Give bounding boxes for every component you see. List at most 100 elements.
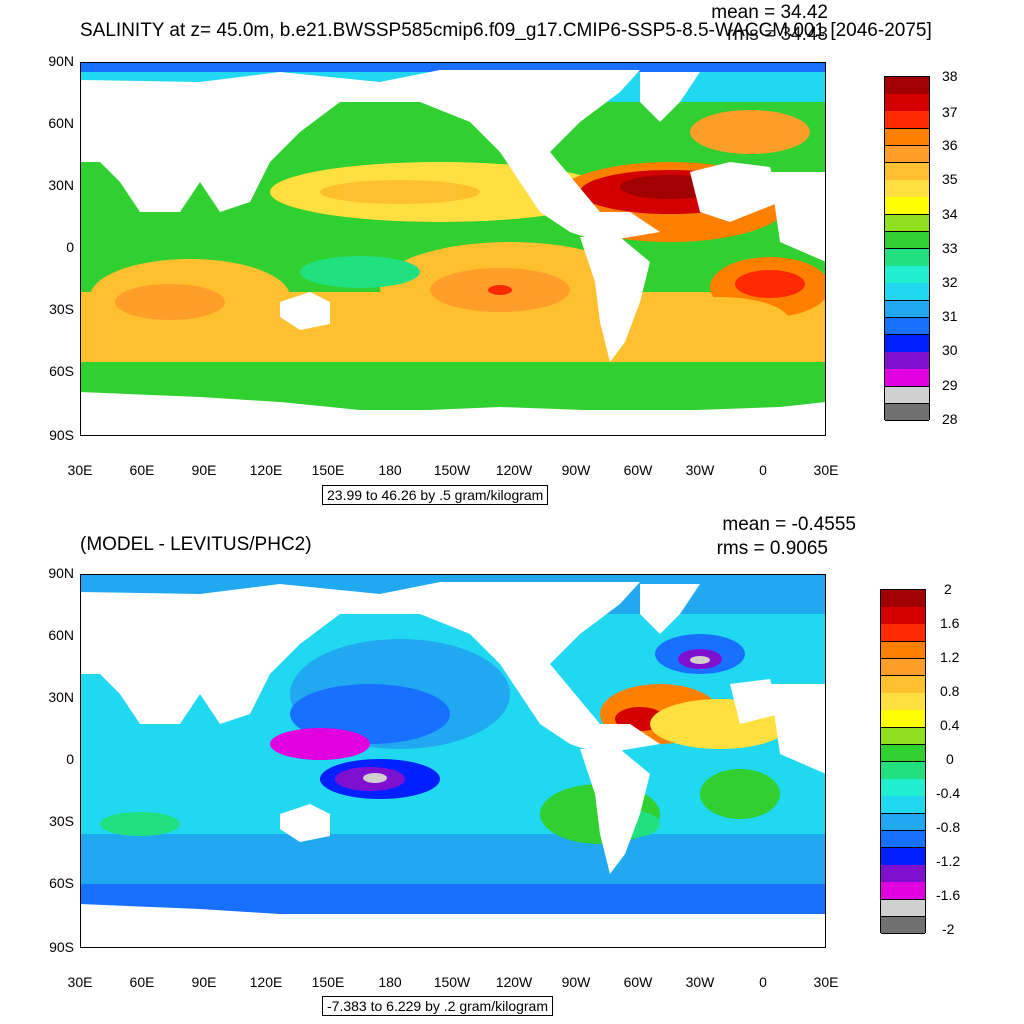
panel2-lon-label: 120W [495,974,533,990]
colorbar-swatch [885,249,929,267]
colorbar-swatch [881,744,925,763]
panel1-colorbar-label: 29 [942,377,958,393]
panel2-mean: mean = -0.4555 [722,514,856,535]
colorbar-swatch [881,882,925,901]
panel1-colorbar-label: 38 [942,68,958,84]
panel2-colorbar [880,589,926,935]
panel1-lon-label: 60E [129,462,155,478]
colorbar-swatch [885,369,929,388]
colorbar-swatch [885,145,929,164]
panel2-colorbar-label: 1.2 [940,649,960,665]
colorbar-swatch [885,128,929,147]
colorbar-swatch [885,94,929,112]
panel2-colorbar-label: -2 [942,921,955,937]
panel1-colorbar-label: 32 [942,274,958,290]
colorbar-swatch [881,641,925,660]
panel2-lat-label: 90S [49,939,74,955]
panel1-lon-label: 0 [759,462,767,478]
panel1-lon-label: 90W [561,462,591,478]
panel1-lon-label: 180 [378,462,402,478]
panel1-lat-label: 0 [66,239,74,255]
panel2-lat-label: 30N [48,689,74,705]
colorbar-swatch [885,283,929,302]
panel1-lat-label: 90S [49,427,74,443]
panel1-title: SALINITY at z= 45.0m, b.e21.BWSSP585cmip… [80,20,932,41]
panel2-colorbar-label: 0.4 [940,717,960,733]
panel1-lat-label: 30S [49,301,74,317]
panel1-mean: mean = 34.42 [711,2,828,23]
colorbar-swatch [885,214,929,233]
colorbar-swatch [881,693,925,711]
panel1-range-note: 23.99 to 46.26 by .5 gram/kilogram [322,485,549,505]
colorbar-swatch [881,607,925,625]
colorbar-swatch [881,899,925,918]
colorbar-swatch [885,197,929,216]
panel2-colorbar-label: 0 [946,751,954,767]
panel1-lon-label: 30W [685,462,715,478]
colorbar-swatch [881,865,925,883]
panel2-lon-label: 90W [561,974,591,990]
panel2-range-note: -7.383 to 6.229 by .2 gram/kilogram [322,996,554,1016]
panel2-lat-label: 90N [48,565,74,581]
panel1-lat-label: 90N [48,53,74,69]
panel2-lat-label: 0 [66,751,74,767]
panel1-colorbar-label: 36 [942,137,958,153]
colorbar-swatch [881,727,925,746]
colorbar-swatch [881,762,925,780]
panel2-colorbar-label: -0.4 [936,785,961,801]
panel2-lon-label: 30E [67,974,93,990]
panel2-colorbar-label: -1.2 [936,853,961,869]
panel2-colorbar-label: -1.6 [936,887,961,903]
panel2-title: (MODEL - LEVITUS/PHC2) [80,534,312,555]
panel1-lon-label: 150W [433,462,471,478]
colorbar-swatch [881,710,925,729]
panel2-lon-label: 150E [311,974,345,990]
colorbar-swatch [881,848,925,866]
colorbar-swatch [885,335,929,353]
panel1-lon-label: 90E [191,462,217,478]
panel1-map-frame [80,62,826,436]
colorbar-swatch [885,317,929,336]
panel1-colorbar-label: 31 [942,308,958,324]
panel2-lon-label: 180 [378,974,402,990]
panel1-lat-label: 60N [48,115,74,131]
colorbar-swatch [881,916,925,935]
panel2-colorbar-label: 0.8 [940,683,960,699]
panel2-lat-label: 30S [49,813,74,829]
panel1-colorbar-label: 33 [942,240,958,256]
colorbar-swatch [881,779,925,797]
colorbar-swatch [881,830,925,849]
panel1-lat-label: 30N [48,177,74,193]
panel2-lon-label: 60W [623,974,653,990]
colorbar-swatch [881,813,925,832]
panel1-lon-label: 60W [623,462,653,478]
colorbar-swatch [885,266,929,284]
panel2-lon-label: 150W [433,974,471,990]
colorbar-swatch [881,796,925,815]
panel2-lon-label: 30W [685,974,715,990]
panel1-lon-label: 30E [67,462,93,478]
panel1-colorbar [884,76,930,422]
panel2-lon-label: 60E [129,974,155,990]
colorbar-swatch [881,658,925,677]
panel1-lon-label: 150E [311,462,345,478]
panel2-lon-label: 0 [759,974,767,990]
colorbar-swatch [885,231,929,250]
panel1-colorbar-label: 30 [942,342,958,358]
panel2-lat-label: 60N [48,627,74,643]
panel2-colorbar-label: 1.6 [940,615,960,631]
colorbar-swatch [885,77,929,95]
panel1-colorbar-label: 28 [942,411,958,427]
panel1-lon-label: 30E [813,462,839,478]
colorbar-swatch [885,300,929,319]
panel2-map-frame [80,574,826,948]
colorbar-swatch [885,352,929,370]
panel2-difference-map [80,574,826,948]
panel1-colorbar-label: 34 [942,206,958,222]
panel1-lat-label: 60S [49,363,74,379]
panel2-colorbar-label: -0.8 [936,819,961,835]
panel2-lon-label: 30E [813,974,839,990]
colorbar-swatch [881,624,925,643]
colorbar-swatch [885,180,929,198]
panel1-rms: rms = 34.43 [727,24,828,45]
